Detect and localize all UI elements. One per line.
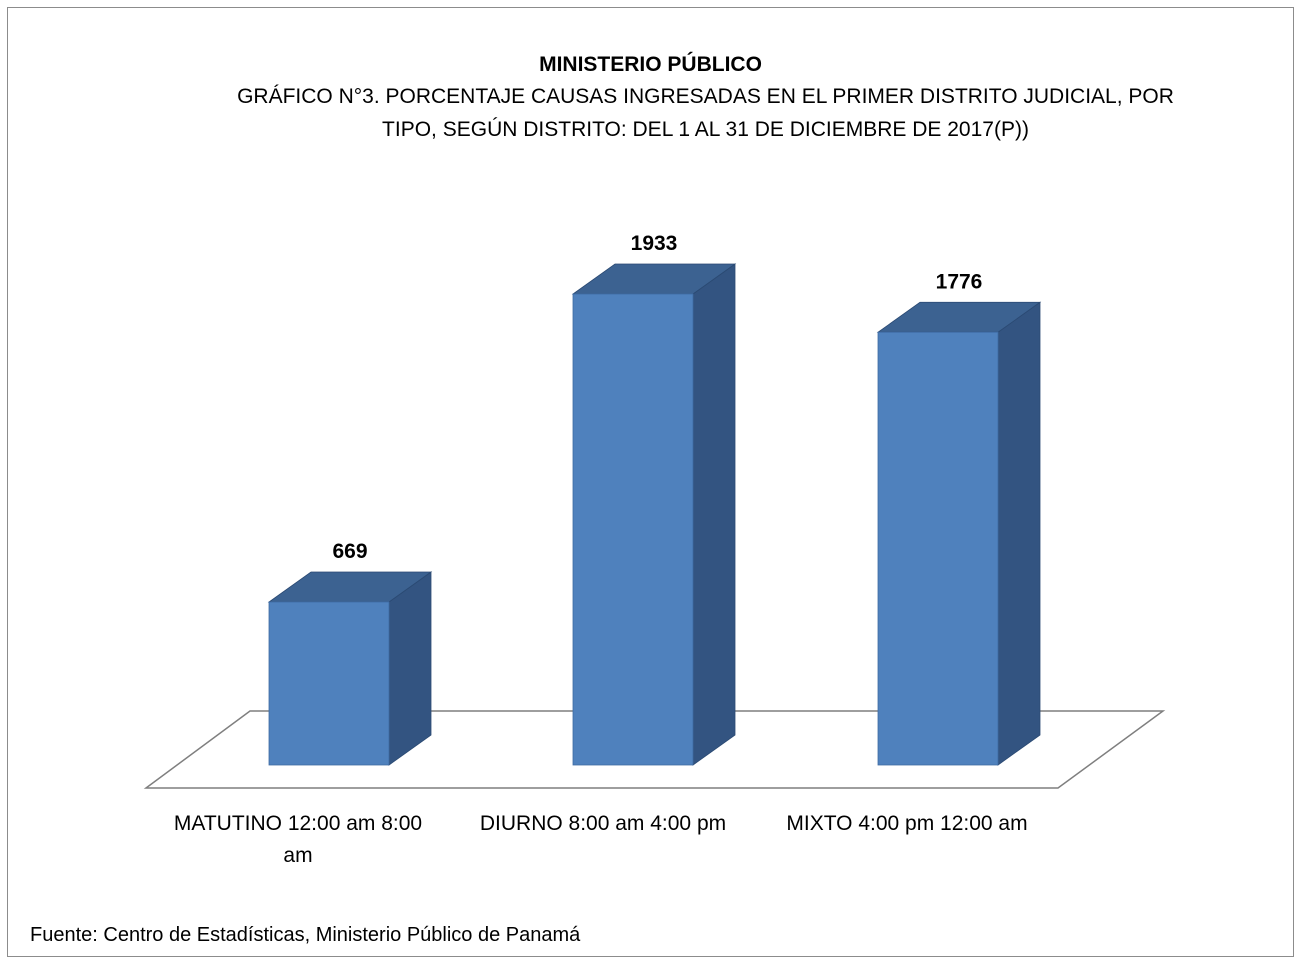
category-label-diurno: DIURNO 8:00 am 4:00 pm — [479, 812, 727, 835]
chart-subtitle: GRÁFICO N°3. PORCENTAJE CAUSAS INGRESADA… — [237, 85, 1174, 141]
category-label-mixto: MIXTO 4:00 pm 12:00 am — [786, 812, 1028, 835]
bar-mixto — [876, 301, 1042, 766]
chart-floor — [143, 710, 1166, 789]
chart-title-block: MINISTERIO PÚBLICO GRÁFICO N°3. PORCENTA… — [0, 50, 1301, 146]
bar-diurno — [571, 263, 737, 766]
bar-side-matutino — [388, 571, 432, 766]
bar-side-mixto — [997, 301, 1041, 766]
chart-title: MINISTERIO PÚBLICO — [539, 53, 762, 76]
bar-front-diurno — [572, 293, 694, 766]
category-label-matutino: MATUTINO 12:00 am 8:00 am — [173, 812, 423, 867]
data-label-mixto: 1776 — [936, 270, 983, 293]
data-label-diurno: 1933 — [631, 232, 678, 255]
bar-front-mixto — [877, 331, 999, 766]
data-label-matutino: 669 — [332, 540, 367, 563]
source-note: Fuente: Centro de Estadísticas, Minister… — [30, 924, 581, 946]
bar-matutino — [267, 571, 433, 766]
bar-side-diurno — [692, 263, 736, 766]
bar-front-matutino — [268, 601, 390, 766]
